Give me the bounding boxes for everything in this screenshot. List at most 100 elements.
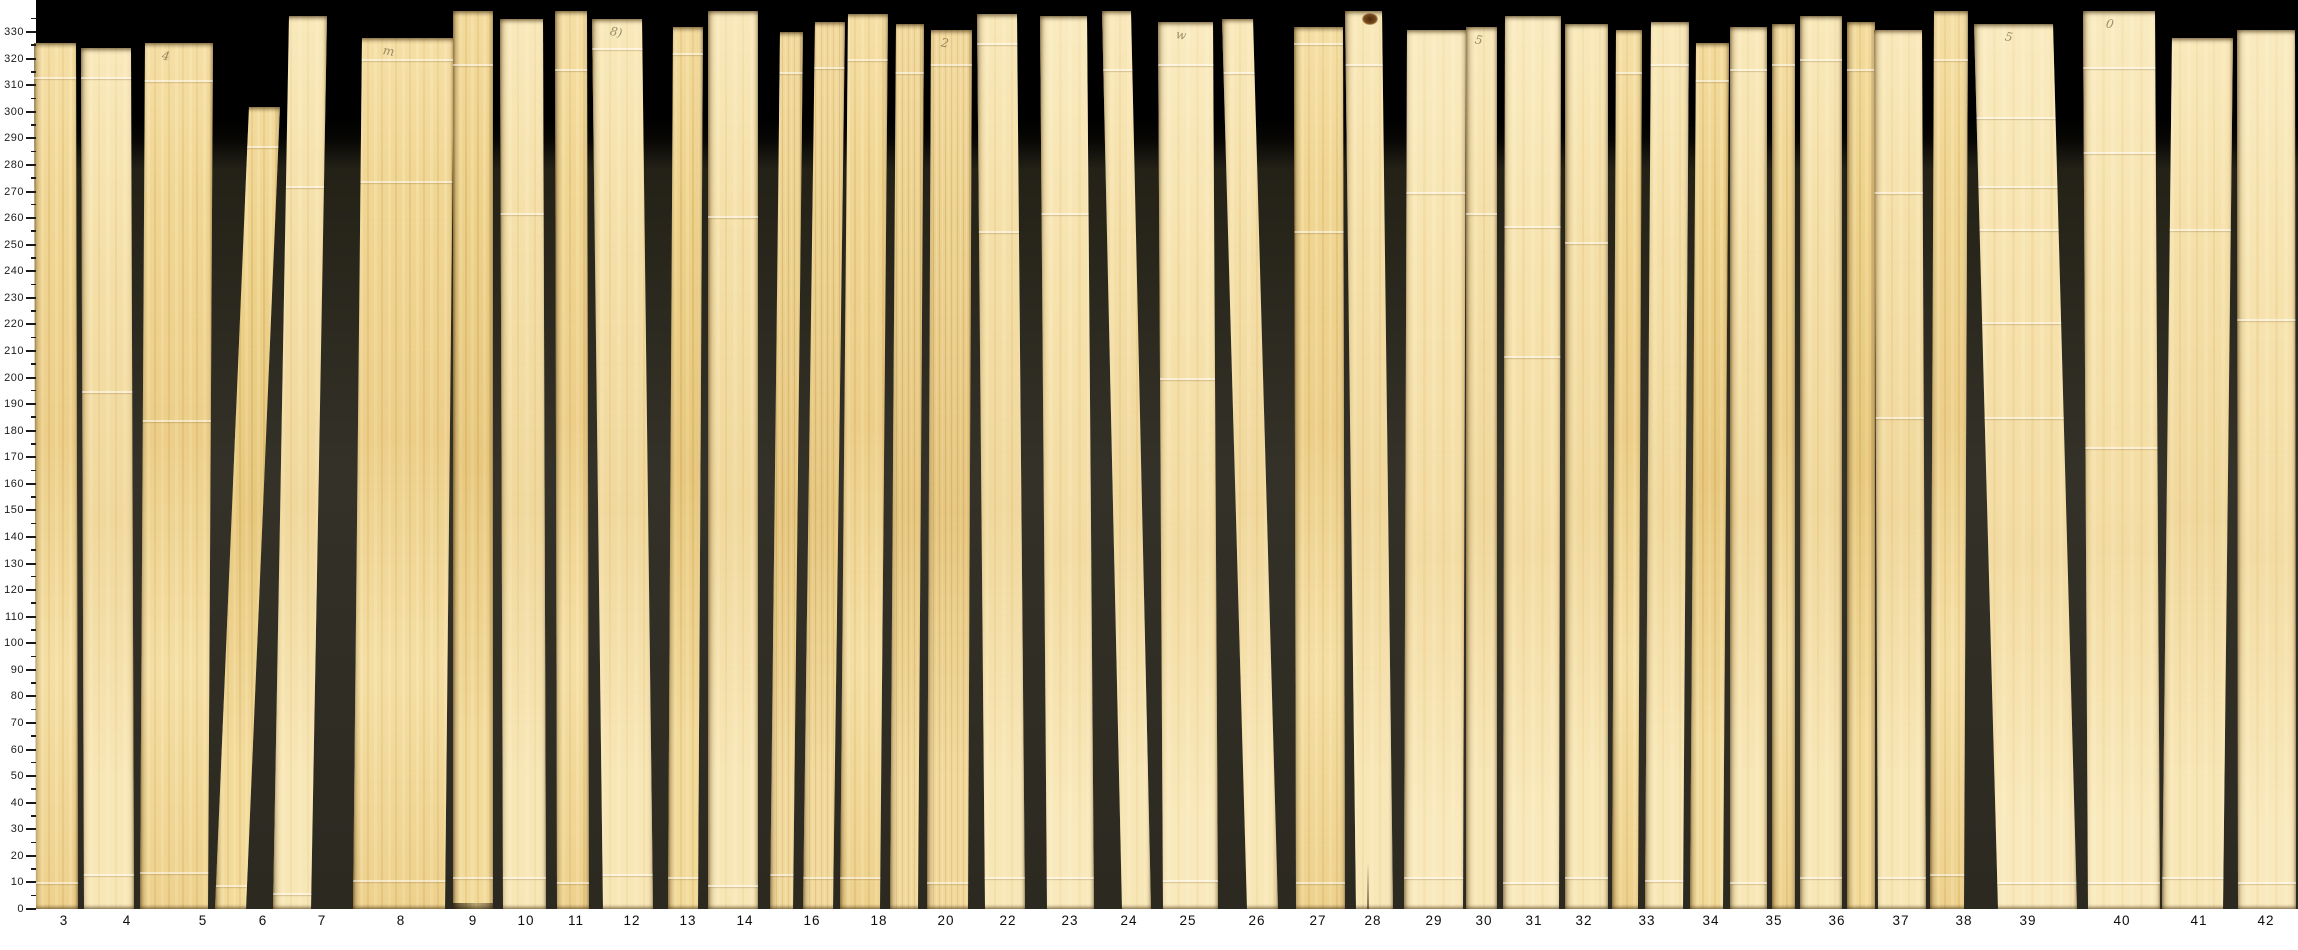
- y-tick-minor: [31, 522, 36, 525]
- y-tick-label: 240: [4, 265, 24, 278]
- scribe-line: [668, 53, 703, 56]
- x-tick-label: 28: [1364, 913, 1382, 928]
- scribe-line: [140, 871, 213, 874]
- y-tick-major: [26, 164, 36, 167]
- scribe-line: [927, 882, 972, 885]
- scribe-line: [1800, 877, 1842, 880]
- scribe-line: [1565, 242, 1608, 245]
- scribe-line: [1800, 58, 1842, 61]
- y-tick-minor: [31, 389, 36, 392]
- x-tick-label: 23: [1061, 913, 1079, 928]
- y-tick-major: [26, 456, 36, 459]
- scribe-line: [1690, 80, 1729, 82]
- y-tick-label: 300: [4, 105, 24, 118]
- y-tick-label: 130: [4, 557, 24, 570]
- y-tick-minor: [31, 629, 36, 631]
- y-tick-major: [26, 296, 36, 299]
- scribe-line: [1345, 64, 1393, 67]
- scribe-line: [1974, 228, 2077, 231]
- y-tick-minor: [31, 177, 36, 179]
- scribe-line: [2162, 877, 2233, 880]
- y-tick-label: 20: [10, 849, 24, 862]
- y-tick-minor: [31, 230, 36, 232]
- plank-face: [215, 106, 280, 909]
- y-tick-major: [26, 243, 36, 246]
- scribe-line: [1974, 882, 2077, 885]
- y-tick-label: 260: [4, 212, 24, 225]
- pencil-mark: m: [382, 42, 396, 59]
- scribe-line: [500, 877, 546, 880]
- plank-face: [34, 42, 78, 909]
- crack-line: [1366, 862, 1369, 909]
- y-tick-major: [26, 429, 36, 432]
- y-tick-minor: [31, 894, 36, 897]
- y-tick-major: [26, 31, 36, 34]
- y-tick-minor: [31, 283, 36, 286]
- plank-face: [1040, 16, 1094, 909]
- plank: [500, 18, 546, 909]
- y-tick-label: 100: [4, 637, 24, 650]
- y-tick-label: 290: [4, 132, 24, 145]
- scribe-line: [1974, 417, 2077, 420]
- scribe-line: [2083, 882, 2160, 885]
- y-tick-minor: [31, 735, 36, 737]
- y-tick-major: [26, 482, 36, 485]
- scribe-line: [81, 874, 134, 877]
- plank-face: [1565, 24, 1608, 909]
- y-tick-label: 210: [4, 345, 24, 358]
- scribe-line: [555, 69, 589, 72]
- plank-face: m: [353, 37, 454, 909]
- plank-face: [1874, 29, 1926, 909]
- knot-mark: [1361, 12, 1378, 25]
- plank: [273, 16, 327, 909]
- x-tick-label: 20: [937, 913, 955, 928]
- x-tick-label: 5: [198, 913, 208, 928]
- y-tick-major: [26, 350, 36, 353]
- y-tick-major: [26, 217, 36, 220]
- pencil-mark: 0: [2104, 16, 2115, 32]
- x-tick-label: 11: [567, 913, 585, 928]
- scribe-line: [1612, 72, 1642, 75]
- y-tick-minor: [31, 575, 36, 578]
- plank: [2237, 29, 2296, 909]
- plank: [34, 42, 78, 909]
- y-tick-label: 200: [4, 371, 24, 384]
- y-tick-major: [26, 110, 36, 113]
- scribe-line: [140, 420, 213, 423]
- y-tick-label: 110: [4, 610, 24, 623]
- scribe-line: [453, 877, 493, 880]
- plank-face: 5: [1466, 26, 1497, 909]
- plank: [1503, 16, 1561, 909]
- scribe-line: [1565, 877, 1608, 880]
- scribe-line: [1404, 191, 1466, 194]
- scribe-line: [273, 893, 327, 896]
- pencil-mark: 5: [2003, 29, 2014, 45]
- plank: [1645, 21, 1689, 909]
- x-tick-label: 22: [999, 913, 1017, 928]
- plank: 4: [140, 42, 213, 909]
- scribe-line: [1730, 882, 1767, 885]
- x-tick-label: 12: [623, 913, 641, 928]
- scribe-line: [273, 186, 327, 189]
- scribe-line: [500, 212, 546, 215]
- scribe-line: [977, 877, 1025, 880]
- x-tick-label: 34: [1702, 913, 1720, 928]
- scribe-line: [803, 877, 845, 880]
- plank-face: [1930, 10, 1968, 909]
- plank: [1730, 26, 1767, 909]
- plank-face: 0: [2083, 10, 2160, 909]
- plank: [1294, 26, 1345, 909]
- scribe-line: [592, 874, 653, 877]
- y-tick-label: 320: [4, 52, 24, 65]
- y-tick-minor: [31, 124, 36, 126]
- x-tick-label: 27: [1309, 913, 1327, 928]
- pencil-mark: 5: [1474, 32, 1485, 48]
- scribe-line: [34, 882, 78, 885]
- scribe-line: [1874, 417, 1926, 420]
- y-tick-minor: [31, 443, 36, 445]
- x-tick-label: 10: [517, 913, 535, 928]
- scribe-line: [215, 146, 280, 149]
- scribe-line: [81, 77, 134, 80]
- y-tick-major: [26, 376, 36, 379]
